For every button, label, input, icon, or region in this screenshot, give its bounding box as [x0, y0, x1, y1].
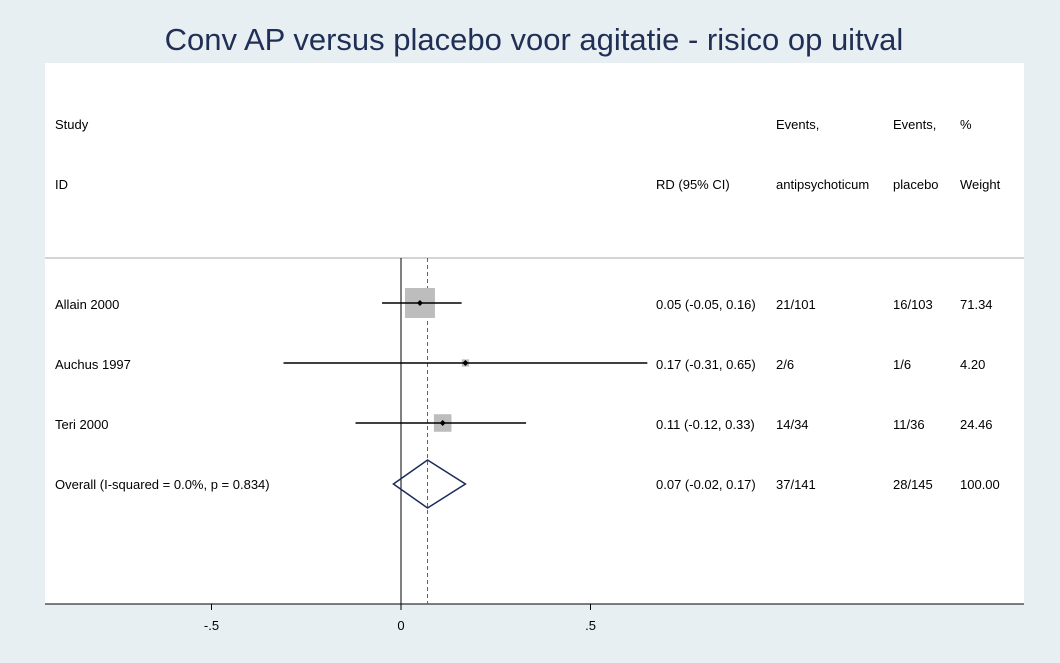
header-id: ID [55, 177, 68, 192]
x-tick-label: -.5 [204, 618, 219, 633]
overall-name: Overall (I-squared = 0.0%, p = 0.834) [55, 477, 270, 492]
overall-ci-text: 0.07 (-0.02, 0.17) [656, 477, 756, 492]
study-ci-text: 0.05 (-0.05, 0.16) [656, 297, 756, 312]
header-events-pl-1: Events, [893, 117, 936, 132]
x-tick-label: 0 [397, 618, 404, 633]
study-events-pl: 16/103 [893, 297, 933, 312]
study-ci-text: 0.17 (-0.31, 0.65) [656, 357, 756, 372]
header-events-ap-2: antipsychoticum [776, 177, 869, 192]
overall-diamond [392, 459, 467, 509]
point-estimate [416, 300, 423, 306]
study-events-ap: 14/34 [776, 417, 809, 432]
study-weight: 71.34 [960, 297, 993, 312]
header-weight-1: % [960, 117, 972, 132]
x-axis-ticks: -.5 0 .5 [204, 604, 596, 633]
header-rd: RD (95% CI) [656, 177, 730, 192]
point-estimate [439, 420, 446, 426]
study-weight: 24.46 [960, 417, 993, 432]
forest-plot: Study ID RD (95% CI) Events, antipsychot… [45, 117, 1024, 633]
x-tick-label: .5 [585, 618, 596, 633]
study-name: Teri 2000 [55, 417, 108, 432]
overall-weight: 100.00 [960, 477, 1000, 492]
header-events-pl-2: placebo [893, 177, 939, 192]
study-ci-text: 0.11 (-0.12, 0.33) [656, 417, 755, 432]
overall-events-ap: 37/141 [776, 477, 816, 492]
point-estimate [462, 360, 469, 366]
header-weight-2: Weight [960, 177, 1001, 192]
header-events-ap-1: Events, [776, 117, 819, 132]
study-events-pl: 11/36 [893, 417, 925, 432]
plot-marks [283, 258, 648, 604]
study-weight: 4.20 [960, 357, 985, 372]
study-events-pl: 1/6 [893, 357, 911, 372]
study-events-ap: 21/101 [776, 297, 816, 312]
study-row: Auchus 1997 0.17 (-0.31, 0.65) 2/6 1/6 4… [55, 357, 985, 372]
header-study: Study [55, 117, 89, 132]
overall-events-pl: 28/145 [893, 477, 933, 492]
study-name: Auchus 1997 [55, 357, 131, 372]
study-name: Allain 2000 [55, 297, 119, 312]
chart-title: Conv AP versus placebo voor agitatie - r… [164, 22, 904, 57]
study-row: Teri 2000 0.11 (-0.12, 0.33) 14/34 11/36… [55, 417, 993, 432]
plot-panel: Study ID RD (95% CI) Events, antipsychot… [45, 63, 1024, 633]
study-events-ap: 2/6 [776, 357, 794, 372]
overall-row: Overall (I-squared = 0.0%, p = 0.834) 0.… [55, 477, 1000, 492]
study-row: Allain 2000 0.05 (-0.05, 0.16) 21/101 16… [55, 297, 993, 312]
